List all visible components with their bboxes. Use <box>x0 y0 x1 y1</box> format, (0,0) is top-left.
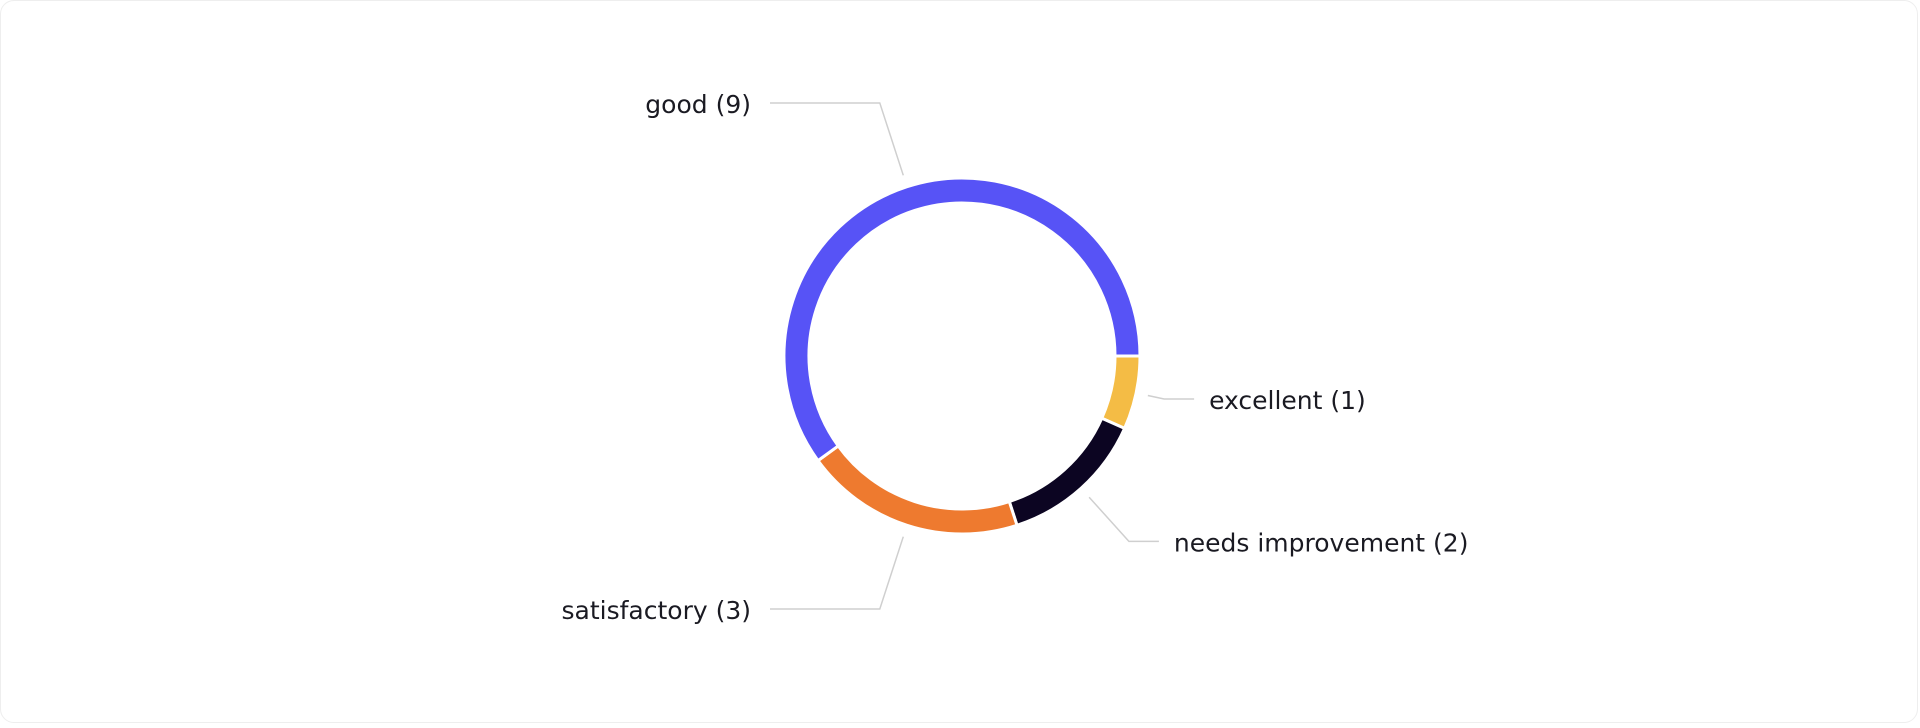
donut-segment <box>782 176 1142 463</box>
slice-label: needs improvement (2) <box>1174 528 1469 557</box>
leader-line <box>770 102 905 176</box>
donut-segment <box>815 443 1019 536</box>
leader-line <box>1147 394 1195 400</box>
leader-line <box>770 536 905 610</box>
slice-label: satisfactory (3) <box>561 596 751 625</box>
slice-label: excellent (1) <box>1209 386 1366 415</box>
slice-label: good (9) <box>645 90 751 119</box>
leader-line <box>1088 496 1159 543</box>
donut-segment <box>1099 354 1142 431</box>
donut-segment <box>1007 416 1127 528</box>
